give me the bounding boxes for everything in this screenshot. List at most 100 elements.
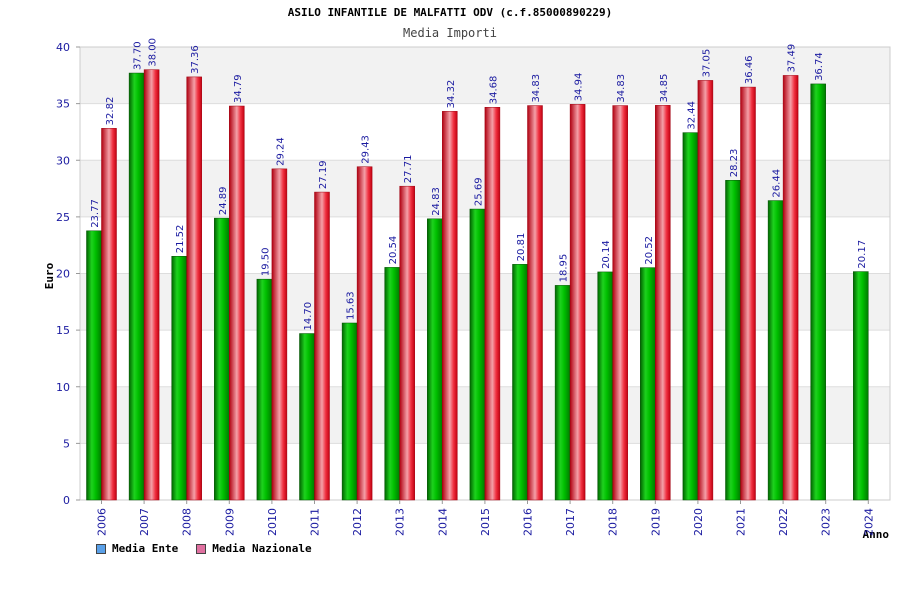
bar-media-nazionale <box>697 80 714 501</box>
bar-media-nazionale <box>143 69 160 501</box>
x-tick-label: 2021 <box>735 508 748 536</box>
x-tick-label: 2011 <box>309 508 322 536</box>
y-axis-label: Euro <box>43 262 56 289</box>
bar-media-nazionale <box>101 128 117 501</box>
data-label: 23.77 <box>90 199 101 228</box>
y-tick-label: 35 <box>56 98 70 111</box>
data-label: 15.63 <box>346 291 357 320</box>
data-label: 24.89 <box>218 186 229 215</box>
x-tick-label: 2006 <box>96 508 109 536</box>
x-tick-label: 2009 <box>223 508 236 536</box>
x-tick-label: 2012 <box>351 508 364 536</box>
data-label: 37.05 <box>701 49 712 78</box>
bar-media-nazionale <box>442 111 458 501</box>
data-label: 36.74 <box>814 52 825 81</box>
bar-media-nazionale <box>655 105 671 501</box>
data-label: 27.19 <box>318 160 329 189</box>
bar-media-ente <box>427 218 443 501</box>
data-label: 32.82 <box>105 97 116 126</box>
data-label: 27.71 <box>403 155 414 184</box>
x-tick-label: 2013 <box>394 508 407 536</box>
x-tick-label: 2015 <box>479 508 492 536</box>
data-label: 20.52 <box>644 236 655 265</box>
bar-media-nazionale <box>186 76 202 501</box>
bar-media-ente <box>384 267 400 501</box>
data-label: 28.23 <box>729 149 740 178</box>
y-tick-label: 20 <box>56 268 70 281</box>
x-tick-label: 2017 <box>564 508 577 536</box>
x-tick-label: 2016 <box>522 508 535 536</box>
data-label: 29.24 <box>275 137 286 166</box>
data-label: 21.52 <box>175 225 186 254</box>
bar-media-ente <box>512 264 528 501</box>
x-tick-label: 2022 <box>777 508 790 536</box>
legend-swatch-media-nazionale <box>196 543 207 554</box>
data-label: 20.54 <box>388 236 399 265</box>
y-tick-label: 0 <box>63 494 70 507</box>
bar-media-ente <box>554 285 571 501</box>
legend-item-media-nazionale: Media Nazionale <box>196 542 312 555</box>
data-label: 37.49 <box>787 44 798 73</box>
x-axis-ticks: 2006 2007 2008 2009 2010 2011 2012 2013 2014 2015… <box>96 500 875 536</box>
bar-media-ente <box>299 333 315 501</box>
chart-title: ASILO INFANTILE DE MALFATTI ODV (c.f.850… <box>288 6 613 19</box>
data-label: 20.14 <box>601 240 612 269</box>
x-axis-label: Anno <box>863 528 890 541</box>
legend-label-media-ente: Media Ente <box>112 542 179 555</box>
chart-subtitle: Media Importi <box>403 26 497 40</box>
data-label: 32.44 <box>686 101 697 130</box>
x-tick-label: 2014 <box>436 508 449 536</box>
data-label: 34.94 <box>574 73 585 102</box>
x-tick-label: 2008 <box>181 508 194 536</box>
bar-media-ente <box>214 217 230 501</box>
bar-media-ente <box>256 278 273 501</box>
data-label: 24.83 <box>431 187 442 216</box>
legend-swatch-media-ente <box>96 543 106 554</box>
bar-media-ente <box>171 256 187 501</box>
bar-media-nazionale <box>527 105 543 501</box>
bar-media-nazionale <box>271 168 288 501</box>
bar-media-nazionale <box>740 86 756 501</box>
data-label: 34.79 <box>233 74 244 103</box>
x-tick-label: 2018 <box>607 508 620 536</box>
bar-media-nazionale <box>356 166 373 501</box>
data-label: 20.17 <box>857 240 868 269</box>
data-label: 38.00 <box>148 38 159 67</box>
data-label: 34.83 <box>616 74 627 103</box>
bar-media-ente <box>725 180 741 501</box>
y-tick-label: 5 <box>63 437 70 450</box>
bar-media-nazionale <box>229 105 245 501</box>
data-label: 34.83 <box>531 74 542 103</box>
bar-media-nazionale <box>569 104 586 501</box>
x-tick-label: 2024 <box>862 508 875 536</box>
x-tick-label: 2023 <box>820 508 833 536</box>
y-tick-label: 25 <box>56 211 70 224</box>
data-label: 34.68 <box>488 76 499 105</box>
bar-media-ente <box>810 83 826 501</box>
data-labels: 23.77 32.82 37.70 38.00 21.52 37.36 24.89 34.79… <box>90 38 868 331</box>
bar-media-ente <box>767 200 784 501</box>
data-label: 18.95 <box>559 254 570 283</box>
bar-media-ente <box>682 132 699 501</box>
data-label: 37.36 <box>190 45 201 74</box>
bar-media-ente <box>86 230 102 501</box>
bar-media-ente <box>640 267 656 501</box>
data-label: 20.81 <box>516 233 527 262</box>
bar-media-nazionale <box>399 185 415 501</box>
legend: Media Ente Media Nazionale <box>96 542 312 555</box>
data-label: 34.85 <box>659 74 670 103</box>
data-label: 25.69 <box>473 177 484 206</box>
data-label: 14.70 <box>303 302 314 331</box>
data-label: 19.50 <box>260 248 271 277</box>
bar-media-nazionale <box>314 191 330 501</box>
x-tick-label: 2020 <box>692 508 705 536</box>
y-tick-label: 30 <box>56 154 70 167</box>
x-tick-label: 2019 <box>649 508 662 536</box>
bar-media-ente <box>341 322 358 501</box>
x-tick-label: 2010 <box>266 508 279 536</box>
data-label: 29.43 <box>361 135 372 164</box>
data-label: 37.70 <box>133 41 144 70</box>
bar-media-ente <box>469 208 486 501</box>
y-tick-label: 10 <box>56 381 70 394</box>
y-tick-label: 40 <box>56 41 70 54</box>
